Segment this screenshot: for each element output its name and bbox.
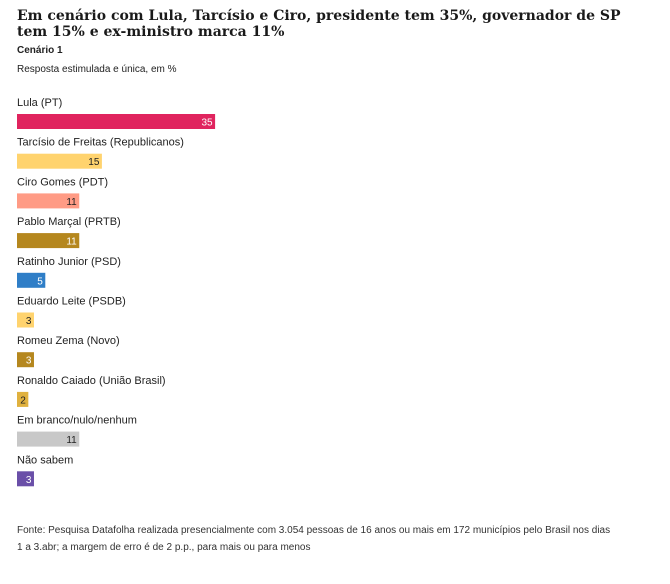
value-label: 11 bbox=[66, 435, 77, 446]
bar-row: Tarcísio de Freitas (Republicanos) 15 bbox=[17, 137, 184, 169]
bar bbox=[17, 114, 216, 129]
value-label: 3 bbox=[26, 475, 32, 486]
bar bbox=[17, 272, 46, 288]
bar-row: Eduardo Leite (PSDB) 3 bbox=[17, 296, 126, 328]
bar bbox=[17, 233, 80, 249]
value-label: 11 bbox=[66, 237, 77, 248]
category-label: Ciro Gomes (PDT) bbox=[17, 176, 108, 188]
chart-title: Em cenário com Lula, Tarcísio e Ciro, pr… bbox=[17, 8, 621, 40]
category-label: Ronaldo Caiado (União Brasil) bbox=[17, 375, 166, 387]
bar-row: Romeu Zema (Novo) 3 bbox=[17, 335, 120, 368]
category-label: Não sabem bbox=[17, 454, 73, 466]
value-label: 11 bbox=[66, 197, 77, 208]
value-label: 15 bbox=[88, 157, 100, 168]
bar-row: Pablo Marçal (PRTB) 11 bbox=[17, 216, 121, 249]
category-label: Lula (PT) bbox=[17, 97, 62, 109]
bar bbox=[17, 471, 34, 487]
value-label: 5 bbox=[37, 276, 43, 287]
bar bbox=[17, 391, 29, 407]
bar-row: Ciro Gomes (PDT) 11 bbox=[17, 176, 108, 209]
chart-subtitle: Cenário 1 bbox=[17, 45, 63, 56]
bar-row: Em branco/nulo/nenhum 11 bbox=[17, 415, 137, 447]
bar bbox=[17, 352, 34, 368]
category-label: Em branco/nulo/nenhum bbox=[17, 415, 137, 427]
bar-row: Lula (PT) 35 bbox=[17, 97, 216, 129]
chart-note: Resposta estimulada e única, em % bbox=[17, 64, 177, 75]
bar bbox=[17, 153, 102, 169]
bar-row: Não sabem 3 bbox=[17, 454, 73, 487]
bar bbox=[17, 312, 34, 328]
category-label: Eduardo Leite (PSDB) bbox=[17, 296, 126, 308]
bar bbox=[17, 193, 80, 209]
value-label: 35 bbox=[201, 118, 213, 129]
bar-row: Ratinho Junior (PSD) 5 bbox=[17, 256, 121, 288]
category-label: Tarcísio de Freitas (Republicanos) bbox=[17, 137, 184, 149]
value-label: 3 bbox=[26, 356, 32, 367]
category-label: Pablo Marçal (PRTB) bbox=[17, 216, 121, 228]
bar-row: Ronaldo Caiado (União Brasil) 2 bbox=[17, 375, 166, 407]
category-label: Romeu Zema (Novo) bbox=[17, 335, 120, 347]
value-label: 3 bbox=[26, 316, 32, 327]
category-label: Ratinho Junior (PSD) bbox=[17, 256, 121, 268]
source-note: Fonte: Pesquisa Datafolha realizada pres… bbox=[17, 525, 611, 553]
value-label: 2 bbox=[20, 395, 26, 406]
bar bbox=[17, 431, 80, 447]
